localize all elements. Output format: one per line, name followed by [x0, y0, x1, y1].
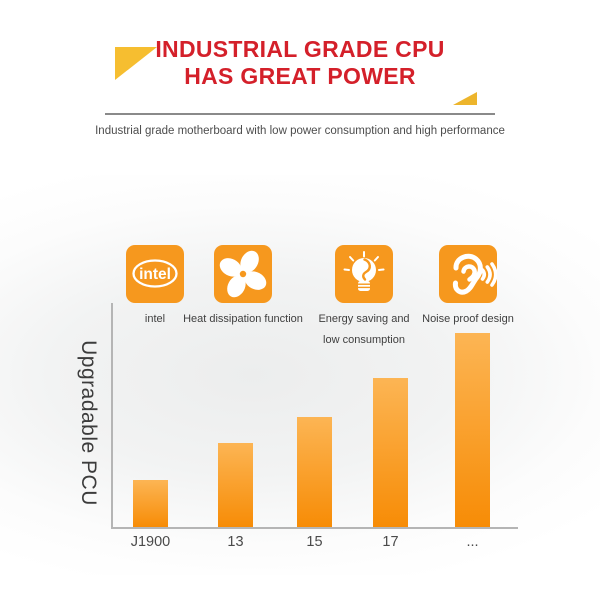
intel-logo-icon: intel	[126, 245, 184, 303]
feature-intel: intel intel	[90, 245, 220, 330]
y-axis-line	[111, 303, 113, 529]
svg-text:intel: intel	[139, 266, 171, 283]
x-tick-label: ...	[466, 534, 479, 550]
bar-15	[297, 417, 332, 527]
header-accent-triangle-left-icon	[115, 47, 157, 80]
x-tick-label: 13	[227, 534, 244, 550]
title-divider	[105, 113, 495, 115]
x-tick-label: 17	[382, 534, 399, 550]
feature-label: Energy saving and low consumption	[318, 313, 410, 346]
bar-...	[455, 333, 490, 527]
bar-13	[218, 443, 253, 527]
bar-J1900	[133, 480, 168, 527]
title-line-1: INDUSTRIAL GRADE CPU	[155, 36, 445, 62]
y-axis-label: Upgradable PCU	[77, 340, 100, 506]
feature-label: intel	[144, 313, 166, 325]
x-axis-line	[111, 527, 518, 529]
page-title: INDUSTRIAL GRADE CPU HAS GREAT POWER	[0, 36, 600, 90]
bar-17	[373, 378, 408, 527]
header-accent-triangle-right-icon	[453, 92, 477, 105]
feature-heat-dissipation: Heat dissipation function	[180, 245, 306, 330]
x-tick-label: J1900	[130, 534, 171, 550]
subtitle: Industrial grade motherboard with low po…	[95, 125, 505, 137]
title-line-2: HAS GREAT POWER	[184, 63, 416, 89]
feature-label: Noise proof design	[422, 313, 514, 325]
fan-icon	[214, 245, 272, 303]
lightbulb-icon	[335, 245, 393, 303]
feature-noise-proof: Noise proof design	[405, 245, 531, 330]
x-tick-label: 15	[306, 534, 323, 550]
ear-sound-icon	[439, 245, 497, 303]
feature-label: Heat dissipation function	[183, 313, 303, 325]
feature-energy-saving: Energy saving and low consumption	[301, 245, 427, 351]
